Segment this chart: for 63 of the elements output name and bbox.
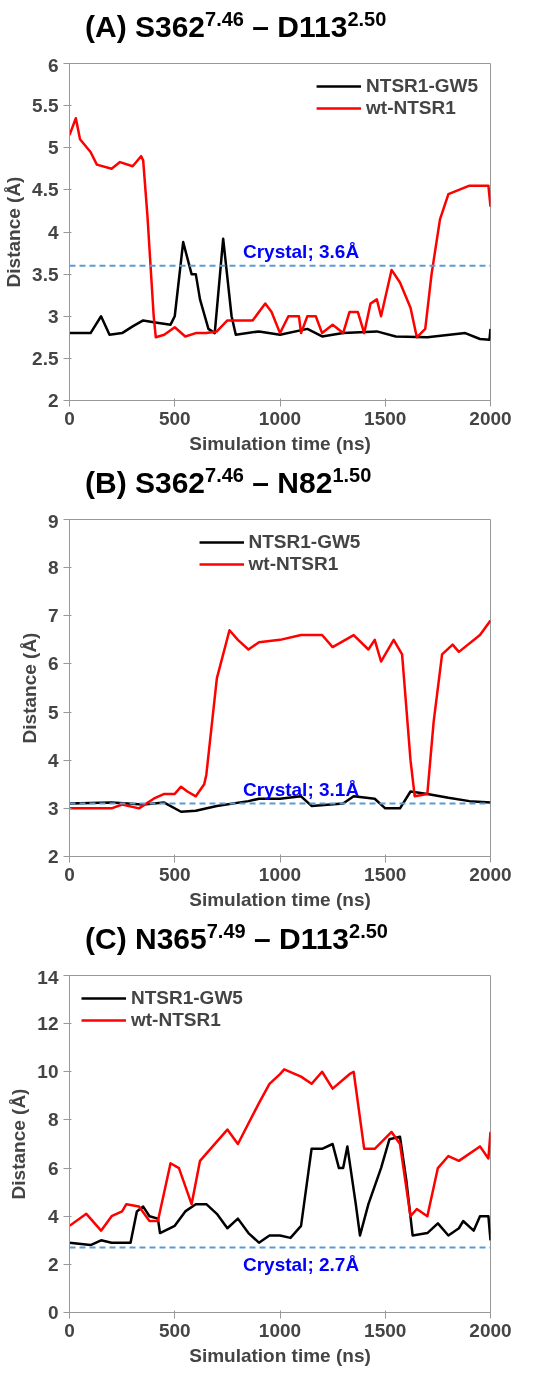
ref-line-label: Crystal; 3.6Å xyxy=(242,240,360,262)
line-series xyxy=(69,1135,491,1247)
y-tick-label: 6 xyxy=(47,1157,59,1179)
chart-title: (B) S362$^{7.46}$ – N82$^{1.50}$ xyxy=(85,463,372,501)
x-tick-label: 1500 xyxy=(364,1319,407,1341)
y-tick-label: 12 xyxy=(37,1013,59,1035)
y-tick-label: 2.5 xyxy=(32,347,59,369)
chart-title: (A) S362$^{7.46}$ – D113$^{2.50}$ xyxy=(85,7,387,45)
y-tick-label: 2 xyxy=(47,846,59,867)
x-tick-label: 1500 xyxy=(364,407,407,429)
x-tick-label: 500 xyxy=(158,863,191,885)
line-series xyxy=(69,237,491,342)
ref-line-label: Crystal; 3.1Å xyxy=(242,778,360,800)
y-tick-label: 2 xyxy=(47,390,59,411)
y-tick-label: 4 xyxy=(47,749,59,771)
legend-label: wt-NTSR1 xyxy=(131,1009,221,1031)
y-tick-label: 3 xyxy=(47,797,59,819)
x-tick-label: 2000 xyxy=(469,863,512,885)
y-tick-label: 4 xyxy=(47,221,59,243)
ref-line-label: Crystal; 2.7Å xyxy=(242,1253,360,1275)
x-tick-label: 500 xyxy=(158,407,191,429)
y-tick-label: 8 xyxy=(47,1109,59,1131)
x-axis-title: Simulation time (ns) xyxy=(189,888,371,910)
y-tick-label: 6 xyxy=(47,653,59,675)
y-tick-label: 4 xyxy=(47,1205,59,1227)
x-tick-label: 1000 xyxy=(258,863,302,885)
x-tick-label: 500 xyxy=(158,1319,191,1341)
x-tick-label: 0 xyxy=(64,407,75,429)
y-axis-title: Distance (Å) xyxy=(18,632,40,744)
y-tick-label: 4.5 xyxy=(32,179,59,201)
y-tick-label: 9 xyxy=(47,510,59,532)
x-tick-label: 1000 xyxy=(258,407,302,429)
chart-title: (C) N365$^{7.49}$ – D113$^{2.50}$ xyxy=(85,919,388,957)
x-axis-title: Simulation time (ns) xyxy=(189,1344,371,1366)
x-axis-title: Simulation time (ns) xyxy=(189,432,371,454)
x-tick-label: 1000 xyxy=(258,1319,302,1341)
y-tick-label: 5 xyxy=(47,137,59,159)
y-tick-label: 3.5 xyxy=(32,263,59,285)
y-axis-title: Distance (Å) xyxy=(8,1088,30,1200)
line-series xyxy=(69,117,491,339)
x-tick-label: 2000 xyxy=(469,1319,512,1341)
x-tick-label: 0 xyxy=(64,863,75,885)
y-tick-label: 7 xyxy=(47,605,59,627)
line-series xyxy=(69,1068,491,1232)
y-tick-label: 6 xyxy=(47,54,59,76)
y-tick-label: 10 xyxy=(37,1061,59,1083)
y-axis-title: Distance (Å) xyxy=(3,176,25,288)
line-series xyxy=(69,619,491,810)
legend-label: NTSR1-GW5 xyxy=(248,531,361,553)
legend-label: wt-NTSR1 xyxy=(248,553,339,575)
y-tick-label: 14 xyxy=(37,966,59,988)
y-tick-label: 0 xyxy=(47,1302,59,1323)
legend-label: NTSR1-GW5 xyxy=(131,987,243,1009)
y-tick-label: 5 xyxy=(47,701,59,723)
legend-label: NTSR1-GW5 xyxy=(366,75,478,97)
x-tick-label: 1500 xyxy=(364,863,407,885)
y-tick-label: 3 xyxy=(47,305,59,327)
legend-label: wt-NTSR1 xyxy=(366,97,456,119)
x-tick-label: 2000 xyxy=(469,407,512,429)
x-tick-label: 0 xyxy=(64,1319,75,1341)
y-tick-label: 2 xyxy=(47,1253,59,1275)
y-tick-label: 5.5 xyxy=(32,95,59,117)
y-tick-label: 8 xyxy=(47,557,59,579)
